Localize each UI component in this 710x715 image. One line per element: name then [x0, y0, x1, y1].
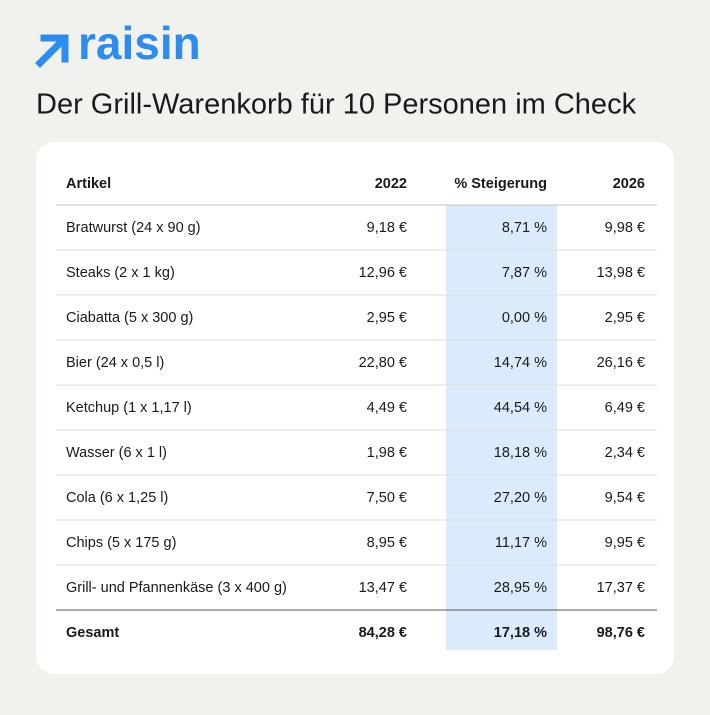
table-cell: Grill- und Pfannenkäse (3 x 400 g): [66, 580, 287, 596]
table-cell: 9,18 €: [367, 220, 407, 236]
table-cell: 8,95 €: [367, 535, 407, 551]
table-cell: 2,95 €: [367, 310, 407, 326]
table-cell: 2,95 €: [605, 310, 645, 326]
table-cell: 17,37 €: [597, 580, 645, 596]
table-cell: Steaks (2 x 1 kg): [66, 265, 175, 281]
table-cell: 12,96 €: [359, 265, 407, 281]
total-cell: 17,18 %: [494, 625, 547, 641]
logo-icon: [35, 34, 69, 68]
total-cell: Gesamt: [66, 625, 119, 641]
table-cell: 4,49 €: [367, 400, 407, 416]
table-cell: 27,20 %: [494, 490, 547, 506]
highlight-column: [446, 205, 557, 650]
table-cell: 22,80 €: [359, 355, 407, 371]
table-cell: 9,98 €: [605, 220, 645, 236]
table: Artikel 2022 % Steigerung 2026 Bratwurst (24…: [56, 176, 657, 641]
table-cell: 6,49 €: [605, 400, 645, 416]
table-cell: Wasser (6 x 1 l): [66, 445, 167, 461]
brand: raisin: [78, 17, 201, 69]
column-header: 2026: [613, 176, 645, 192]
table-cell: Ciabatta (5 x 300 g): [66, 310, 193, 326]
table-cell: 28,95 %: [494, 580, 547, 596]
table-cell: Bier (24 x 0,5 l): [66, 355, 164, 371]
table-cell: 9,54 €: [605, 490, 645, 506]
table-cell: Chips (5 x 175 g): [66, 535, 176, 551]
table-cell: Cola (6 x 1,25 l): [66, 490, 168, 506]
column-header: 2022: [375, 176, 407, 192]
table-cell: 7,87 %: [502, 265, 547, 281]
table-cell: 2,34 €: [605, 445, 645, 461]
table-cell: 44,54 %: [494, 400, 547, 416]
title: Der Grill-Warenkorb für 10 Personen im C…: [36, 89, 637, 121]
column-header: % Steigerung: [454, 176, 547, 192]
table-cell: Ketchup (1 x 1,17 l): [66, 400, 192, 416]
table-cell: 0,00 %: [502, 310, 547, 326]
table-cell: 18,18 %: [494, 445, 547, 461]
total-cell: 84,28 €: [359, 625, 407, 641]
table-cell: 13,47 €: [359, 580, 407, 596]
table-cell: 7,50 €: [367, 490, 407, 506]
column-header: Artikel: [66, 176, 111, 192]
table-cell: Bratwurst (24 x 90 g): [66, 220, 201, 236]
table-cell: 26,16 €: [597, 355, 645, 371]
table-cell: 14,74 %: [494, 355, 547, 371]
table-cell: 11,17 %: [495, 535, 547, 551]
table-cell: 9,95 €: [605, 535, 645, 551]
table-cell: 13,98 €: [597, 265, 645, 281]
total-cell: 98,76 €: [597, 625, 645, 641]
table-cell: 1,98 €: [367, 445, 407, 461]
table-cell: 8,71 %: [502, 220, 547, 236]
